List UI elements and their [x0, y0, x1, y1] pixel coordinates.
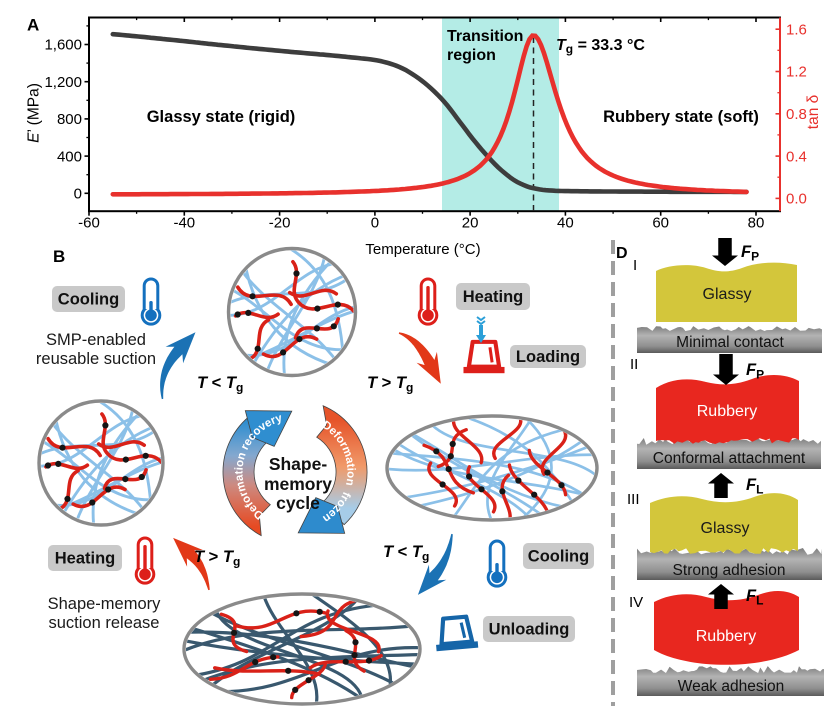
svg-text:1,200: 1,200: [44, 74, 82, 91]
svg-text:800: 800: [57, 111, 82, 128]
svg-text:-40: -40: [173, 215, 195, 232]
svg-text:Loading: Loading: [516, 348, 580, 366]
svg-text:IV: IV: [629, 594, 643, 611]
svg-text:Rubbery state (soft): Rubbery state (soft): [603, 108, 759, 126]
svg-text:Rubbery: Rubbery: [696, 628, 756, 645]
svg-text:memory: memory: [264, 474, 332, 494]
svg-text:Glassy state (rigid): Glassy state (rigid): [147, 108, 296, 126]
svg-text:II: II: [630, 356, 638, 373]
svg-text:E’ (MPa): E’ (MPa): [26, 83, 43, 143]
svg-text:Heating: Heating: [463, 288, 524, 306]
svg-text:Tg = 33.3 °C: Tg = 33.3 °C: [556, 37, 645, 56]
svg-text:Temperature (°C): Temperature (°C): [365, 241, 480, 258]
svg-text:Rubbery: Rubbery: [697, 403, 757, 420]
svg-text:T < Tg: T < Tg: [197, 374, 243, 395]
svg-text:Weak adhesion: Weak adhesion: [678, 678, 785, 695]
svg-text:cycle: cycle: [276, 493, 320, 513]
svg-text:SMP-enabled: SMP-enabled: [46, 331, 146, 349]
svg-text:-60: -60: [78, 215, 100, 232]
svg-text:0.4: 0.4: [786, 148, 807, 165]
svg-text:T < Tg: T < Tg: [383, 543, 429, 564]
svg-text:suction release: suction release: [49, 614, 160, 632]
svg-text:Cooling: Cooling: [58, 291, 119, 309]
svg-text:A: A: [27, 16, 39, 35]
svg-text:tan δ: tan δ: [805, 95, 822, 129]
svg-text:-20: -20: [269, 215, 291, 232]
svg-text:Conformal attachment: Conformal attachment: [653, 450, 806, 467]
svg-text:Heating: Heating: [55, 550, 116, 568]
svg-text:1.2: 1.2: [786, 64, 807, 81]
svg-text:1.6: 1.6: [786, 21, 807, 38]
svg-text:0.0: 0.0: [786, 191, 807, 208]
svg-text:Transition: Transition: [447, 28, 523, 45]
svg-text:20: 20: [462, 215, 479, 232]
svg-text:Shape-memory: Shape-memory: [48, 595, 162, 613]
svg-text:D: D: [616, 245, 628, 262]
svg-text:B: B: [53, 247, 65, 266]
svg-text:T > Tg: T > Tg: [194, 548, 240, 569]
svg-text:I: I: [633, 257, 637, 274]
svg-text:0: 0: [371, 215, 379, 232]
svg-text:region: region: [447, 47, 496, 64]
svg-text:III: III: [627, 491, 640, 508]
svg-text:Minimal contact: Minimal contact: [676, 334, 784, 351]
svg-text:400: 400: [57, 148, 82, 165]
svg-text:40: 40: [557, 215, 574, 232]
svg-text:1,600: 1,600: [44, 37, 82, 54]
svg-text:Strong adhesion: Strong adhesion: [673, 562, 786, 579]
svg-text:Unloading: Unloading: [489, 621, 570, 639]
svg-text:0.8: 0.8: [786, 106, 807, 123]
svg-text:Glassy: Glassy: [701, 520, 750, 537]
svg-text:0: 0: [74, 186, 82, 203]
svg-text:Cooling: Cooling: [528, 548, 589, 566]
svg-text:60: 60: [652, 215, 669, 232]
svg-text:T > Tg: T > Tg: [367, 374, 413, 395]
svg-text:Glassy: Glassy: [703, 286, 752, 303]
svg-text:80: 80: [748, 215, 765, 232]
svg-text:reusable suction: reusable suction: [36, 350, 156, 368]
svg-text:Shape-: Shape-: [269, 454, 328, 474]
